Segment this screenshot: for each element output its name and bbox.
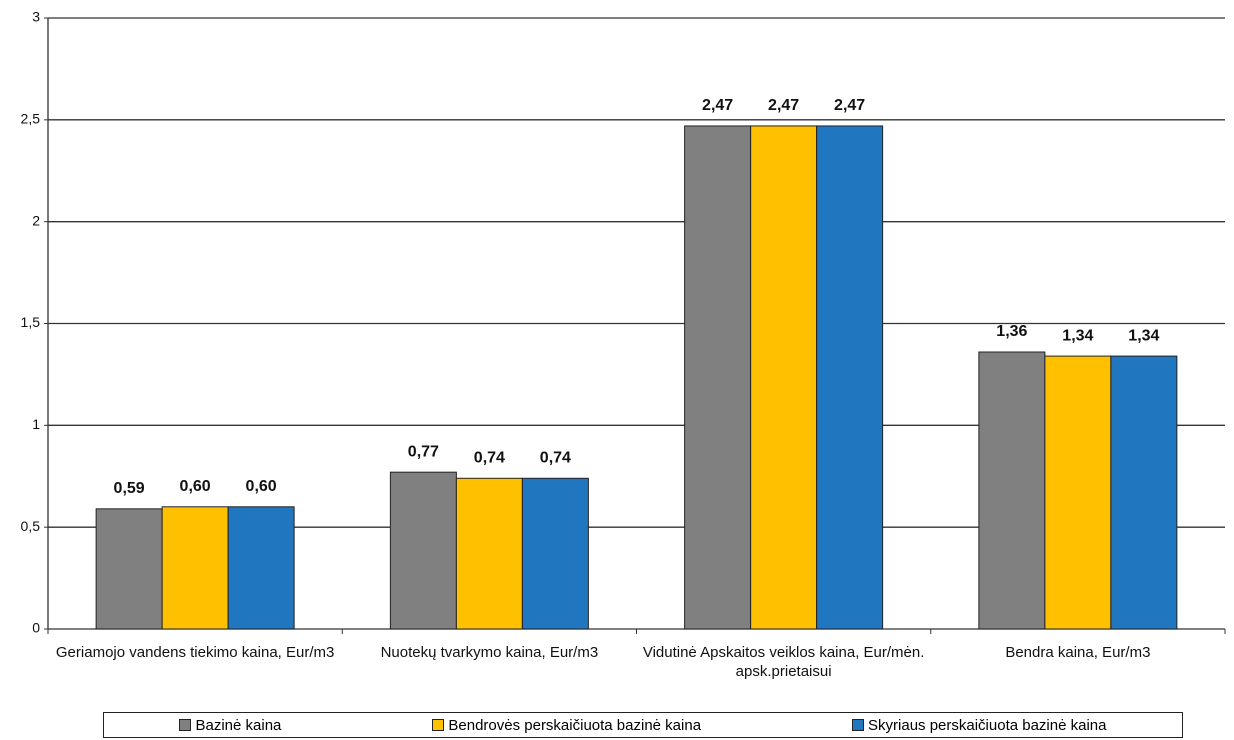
legend-item: Skyriaus perskaičiuota bazinė kaina bbox=[852, 717, 1106, 734]
legend-item: Bendrovės perskaičiuota bazinė kaina bbox=[432, 717, 701, 734]
y-tick-label: 1,5 bbox=[21, 314, 41, 330]
legend-swatch bbox=[432, 719, 445, 731]
legend-item: Bazinė kaina bbox=[179, 717, 281, 734]
x-tick-label: Nuotekų tvarkymo kaina, Eur/m3 bbox=[380, 644, 599, 661]
value-label: 0,60 bbox=[180, 478, 211, 495]
legend-label: Bazinė kaina bbox=[195, 716, 282, 734]
x-tick-label: Geriamojo vandens tiekimo kaina, Eur/m3 bbox=[55, 644, 335, 661]
y-tick-label: 3 bbox=[32, 9, 40, 25]
y-tick-label: 2 bbox=[32, 212, 40, 228]
y-tick-label: 1 bbox=[32, 416, 40, 432]
x-tick-label: Bendra kaina, Eur/m3 bbox=[1005, 644, 1151, 661]
bar bbox=[95, 508, 163, 630]
value-label: 2,47 bbox=[768, 97, 799, 114]
legend-swatch bbox=[852, 719, 865, 731]
bar bbox=[1110, 355, 1178, 630]
value-label: 0,60 bbox=[246, 478, 277, 495]
bar bbox=[161, 506, 229, 630]
bar bbox=[684, 125, 752, 630]
bar bbox=[978, 351, 1046, 630]
value-label: 2,47 bbox=[702, 97, 733, 114]
bar bbox=[1044, 355, 1112, 630]
x-tick-label: Vidutinė Apskaitos veiklos kaina, Eur/mė… bbox=[642, 644, 925, 680]
bar bbox=[455, 477, 523, 630]
value-label: 0,77 bbox=[408, 443, 439, 460]
legend-swatch bbox=[179, 719, 192, 731]
value-label: 0,74 bbox=[474, 450, 505, 467]
value-label: 2,47 bbox=[834, 97, 865, 114]
legend-label: Skyriaus perskaičiuota bazinė kaina bbox=[868, 716, 1107, 734]
y-tick-label: 0,5 bbox=[21, 518, 41, 534]
bar bbox=[816, 125, 884, 630]
bar bbox=[389, 471, 457, 630]
bar bbox=[227, 506, 295, 630]
legend-label: Bendrovės perskaičiuota bazinė kaina bbox=[448, 716, 702, 734]
bar bbox=[521, 477, 589, 630]
value-label: 0,59 bbox=[114, 480, 145, 497]
y-tick-label: 2,5 bbox=[21, 111, 41, 127]
bar bbox=[750, 125, 818, 630]
value-label: 1,34 bbox=[1062, 327, 1093, 344]
value-label: 0,74 bbox=[540, 450, 571, 467]
y-tick-label: 0 bbox=[32, 620, 40, 636]
value-label: 1,34 bbox=[1128, 327, 1159, 344]
legend: Bazinė kaina Bendrovės perskaičiuota bazi… bbox=[103, 712, 1183, 738]
value-label: 1,36 bbox=[996, 323, 1027, 340]
